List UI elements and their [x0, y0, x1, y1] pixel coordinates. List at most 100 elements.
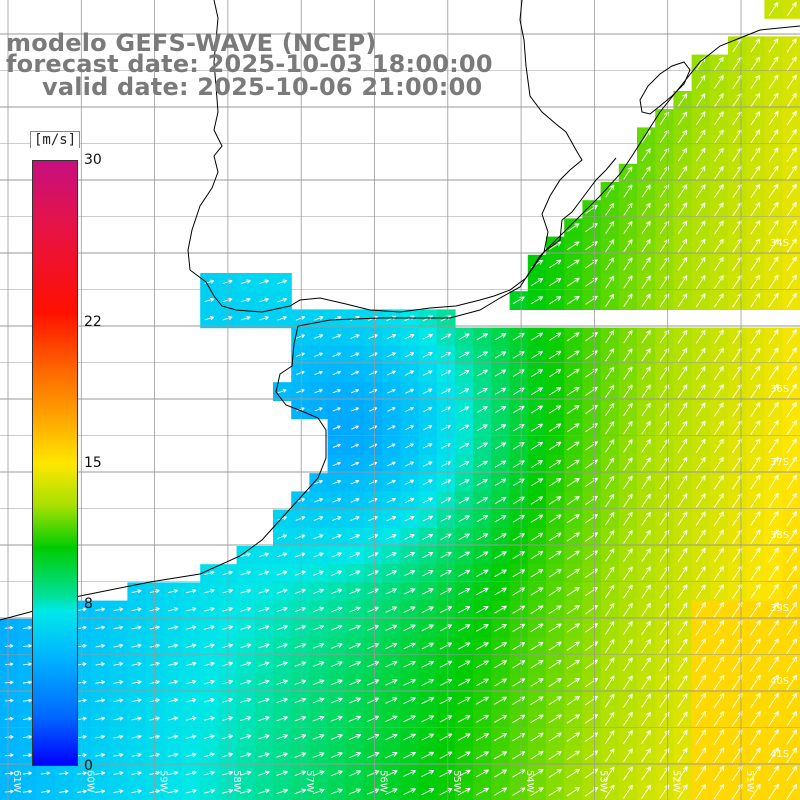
- wind-arrow: [348, 697, 362, 704]
- wind-arrow: [240, 734, 252, 740]
- wind-arrow: [421, 660, 435, 668]
- wind-arrow: [113, 716, 124, 721]
- wind-arrow: [332, 461, 341, 467]
- wind-arrow: [259, 316, 269, 321]
- wind-arrow: [494, 424, 507, 432]
- wind-arrow: [95, 734, 106, 739]
- wind-arrow: [768, 747, 779, 764]
- wind-arrow: [95, 607, 105, 612]
- wind-arrow: [695, 366, 706, 381]
- wind-arrow: [605, 602, 615, 617]
- wind-arrow: [641, 675, 652, 690]
- wind-arrow: [440, 551, 452, 559]
- wind-arrow: [440, 533, 452, 541]
- wind-arrow: [623, 166, 633, 180]
- wind-arrow: [786, 56, 797, 71]
- wind-arrow: [786, 511, 798, 527]
- wind-arrow: [512, 478, 525, 487]
- wind-arrow: [476, 605, 489, 614]
- wind-arrow: [204, 607, 215, 612]
- wind-arrow: [641, 257, 651, 271]
- wind-arrow: [167, 752, 179, 758]
- wind-arrow: [494, 405, 507, 413]
- wind-arrow: [750, 438, 761, 454]
- wind-arrow: [786, 165, 797, 181]
- wind-arrow: [605, 275, 615, 289]
- wind-arrow: [695, 184, 706, 198]
- wind-arrow: [167, 770, 179, 776]
- wind-arrow: [623, 511, 633, 526]
- wind-arrow: [623, 675, 633, 690]
- wind-arrow: [405, 443, 414, 449]
- wind-arrow: [476, 569, 489, 577]
- wind-arrow: [695, 547, 706, 563]
- wind-arrow: [294, 715, 307, 722]
- wind-arrow: [677, 384, 688, 399]
- wind-arrow: [605, 530, 615, 544]
- wind-arrow: [423, 443, 433, 449]
- wind-arrow: [623, 493, 633, 508]
- wind-arrow: [421, 642, 434, 650]
- wind-arrow: [786, 583, 798, 600]
- wind-arrow: [258, 679, 270, 685]
- wind-arrow: [95, 752, 106, 758]
- wind-arrow: [641, 602, 652, 617]
- wind-arrow: [403, 770, 416, 777]
- wind-arrow: [677, 711, 688, 727]
- wind-arrow: [276, 570, 288, 576]
- wind-arrow: [332, 389, 341, 394]
- wind-arrow: [258, 552, 270, 558]
- wind-arrow: [113, 680, 124, 685]
- wind-arrow: [530, 732, 544, 742]
- wind-arrow: [768, 92, 779, 108]
- wind-arrow: [258, 625, 270, 631]
- wind-arrow: [605, 221, 615, 234]
- wind-arrow: [584, 677, 599, 688]
- wind-arrow: [585, 295, 598, 305]
- wind-arrow: [713, 729, 725, 745]
- wind-arrow: [4, 716, 14, 721]
- wind-arrow: [4, 662, 14, 666]
- wind-arrow: [548, 387, 562, 396]
- wind-arrow: [276, 643, 288, 649]
- wind-arrow: [677, 202, 688, 217]
- wind-arrow: [713, 638, 725, 654]
- wind-arrow: [385, 588, 398, 595]
- wind-arrow: [494, 678, 508, 687]
- wind-arrow: [494, 569, 507, 578]
- wind-arrow: [530, 496, 544, 505]
- wind-arrow: [585, 441, 598, 451]
- wind-arrow: [566, 714, 581, 724]
- wind-arrow: [605, 421, 615, 435]
- wind-arrow: [623, 639, 633, 653]
- wind-arrow: [641, 457, 651, 471]
- wind-arrow: [786, 401, 797, 417]
- wind-arrow: [313, 570, 324, 576]
- wind-arrow: [167, 734, 179, 739]
- wind-arrow: [277, 389, 287, 394]
- wind-arrow: [768, 656, 779, 673]
- wind-arrow: [131, 661, 142, 667]
- wind-arrow: [604, 784, 615, 799]
- wind-arrow: [476, 424, 488, 431]
- wind-arrow: [421, 715, 435, 723]
- wind-arrow: [677, 93, 688, 107]
- wind-arrow: [348, 715, 362, 722]
- wind-arrow: [22, 680, 32, 685]
- wind-arrow: [512, 496, 525, 505]
- wind-arrow: [585, 277, 598, 287]
- wind-arrow: [385, 642, 398, 650]
- wind-arrow: [530, 696, 544, 705]
- wind-arrow: [131, 789, 142, 794]
- wind-arrow: [330, 770, 343, 777]
- wind-arrow: [494, 605, 507, 614]
- wind-arrow: [457, 678, 471, 687]
- lat-label: 35S: [770, 311, 789, 322]
- wind-arrow: [786, 238, 797, 254]
- wind-arrow: [530, 278, 544, 287]
- wind-arrow: [22, 771, 32, 776]
- wind-arrow: [566, 732, 581, 742]
- wind-arrow: [77, 662, 87, 667]
- wind-arrow: [567, 223, 580, 232]
- wind-arrow: [476, 406, 488, 413]
